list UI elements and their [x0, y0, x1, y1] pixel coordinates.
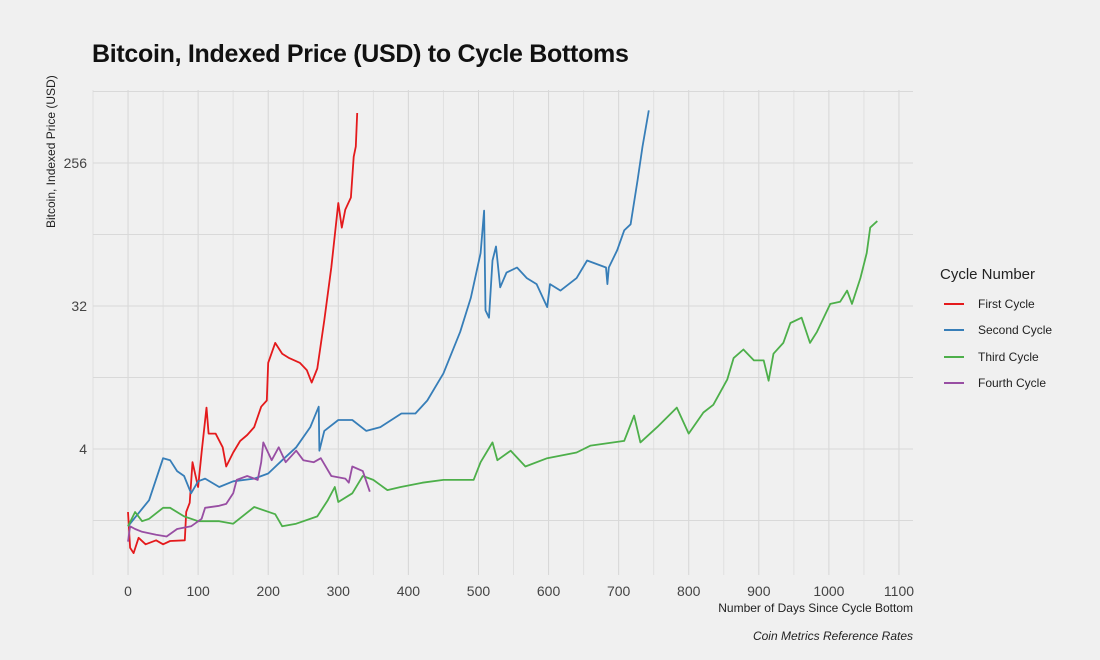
- series-lines: [127, 110, 878, 554]
- legend-key: [944, 303, 964, 306]
- legend-key: [944, 382, 964, 385]
- legend-key: [944, 329, 964, 332]
- x-tick-label: 600: [537, 583, 561, 599]
- x-tick-label: 200: [257, 583, 281, 599]
- tick-labels: 0 100 200 300 400 500 600 700 800 900 1000 1100 4 32 2…: [64, 155, 915, 599]
- legend-item-fourth-cycle: Fourth Cycle: [940, 370, 1052, 396]
- y-tick-label: 4: [79, 441, 87, 457]
- x-tick-label: 300: [327, 583, 351, 599]
- legend-item-third-cycle: Third Cycle: [940, 344, 1052, 370]
- series-line-fourth-cycle: [127, 441, 371, 542]
- x-axis-label: Number of Days Since Cycle Bottom: [718, 601, 913, 615]
- chart-title: Bitcoin, Indexed Price (USD) to Cycle Bo…: [92, 40, 629, 68]
- x-tick-label: 1000: [813, 583, 844, 599]
- y-tick-label: 256: [64, 155, 88, 171]
- legend: Cycle Number First Cycle Second Cycle Th…: [940, 266, 1052, 396]
- series-line-third-cycle: [127, 220, 878, 528]
- legend-label: Second Cycle: [978, 323, 1053, 338]
- x-tick-label: 400: [397, 583, 421, 599]
- gridlines: [92, 90, 913, 575]
- series-line-second-cycle: [127, 110, 650, 527]
- series-line-first-cycle: [127, 112, 359, 554]
- y-tick-label: 32: [71, 298, 87, 314]
- legend-label: First Cycle: [978, 297, 1035, 312]
- x-tick-label: 900: [747, 583, 771, 599]
- legend-label: Fourth Cycle: [978, 376, 1047, 391]
- legend-title: Cycle Number: [940, 266, 1036, 283]
- legend-item-first-cycle: First Cycle: [940, 291, 1052, 317]
- x-tick-label: 500: [467, 583, 491, 599]
- legend-item-second-cycle: Second Cycle: [940, 317, 1052, 343]
- legend-label: Third Cycle: [978, 349, 1039, 364]
- x-tick-label: 700: [607, 583, 631, 599]
- x-tick-label: 1100: [884, 583, 914, 599]
- legend-key: [944, 355, 964, 358]
- x-tick-label: 800: [677, 583, 701, 599]
- source-caption: Coin Metrics Reference Rates: [752, 629, 913, 643]
- x-tick-label: 0: [124, 583, 132, 599]
- x-tick-label: 100: [186, 583, 210, 599]
